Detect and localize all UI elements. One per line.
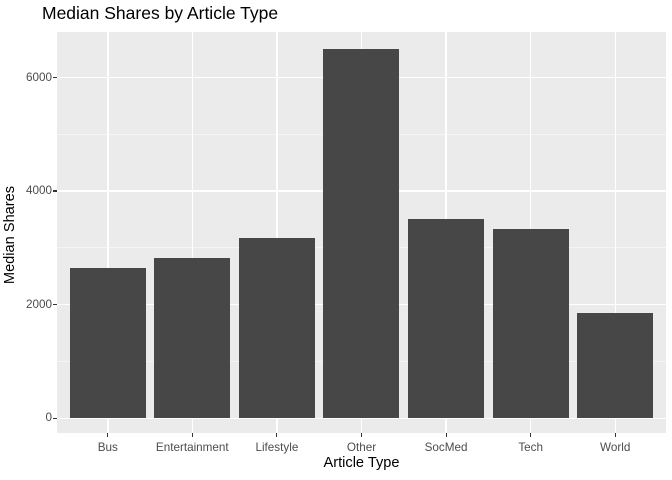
- x-tick-mark: [360, 433, 363, 437]
- x-tick-mark: [614, 433, 616, 437]
- y-tick-mark: [53, 417, 57, 419]
- y-axis-title: Median Shares: [2, 185, 18, 285]
- y-tick-label: 2000: [25, 297, 52, 311]
- x-tick-label: Lifestyle: [255, 441, 299, 454]
- bar-tech: [492, 228, 569, 419]
- vertical-gridline: [614, 32, 616, 433]
- bar-other: [323, 49, 400, 419]
- x-tick-mark: [107, 433, 109, 437]
- x-axis-title: Article Type: [323, 455, 400, 471]
- y-tick-label: 6000: [25, 70, 52, 84]
- y-tick-mark: [53, 76, 57, 78]
- bar-lifestyle: [238, 238, 315, 419]
- x-tick-mark: [191, 433, 193, 437]
- x-tick-label: Tech: [518, 441, 544, 454]
- bar-entertainment: [154, 258, 231, 419]
- x-tick-label: Entertainment: [155, 441, 229, 454]
- bar-socmed: [408, 219, 485, 419]
- y-tick-mark: [53, 190, 57, 192]
- vertical-gridline: [107, 32, 109, 433]
- vertical-gridline: [276, 32, 278, 433]
- x-tick-mark: [445, 433, 447, 437]
- y-tick-label: 0: [45, 411, 52, 425]
- chart-title: Median Shares by Article Type: [42, 3, 279, 23]
- y-tick-mark: [53, 304, 57, 306]
- x-tick-label: Other: [346, 441, 377, 454]
- x-tick-mark: [276, 433, 278, 437]
- x-tick-mark: [530, 433, 532, 437]
- x-tick-label: SocMed: [424, 441, 468, 454]
- x-tick-label: World: [600, 441, 631, 454]
- y-tick-label: 4000: [25, 184, 52, 198]
- bar-world: [577, 313, 654, 419]
- bar-bus: [69, 267, 146, 419]
- x-tick-label: Bus: [97, 441, 118, 454]
- vertical-gridline: [191, 32, 194, 433]
